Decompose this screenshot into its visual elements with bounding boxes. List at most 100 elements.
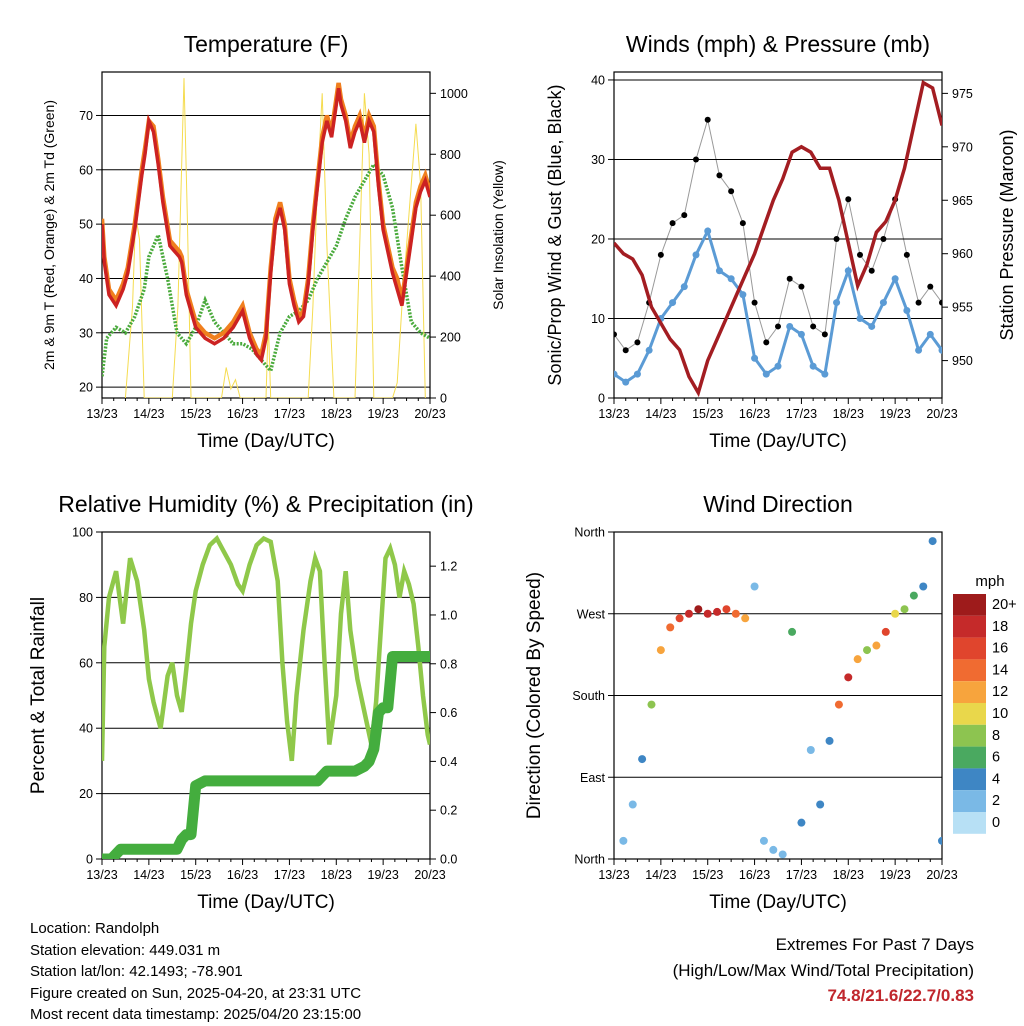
- y2-axis-label: Station Pressure (Maroon): [997, 129, 1017, 340]
- direction-point: [863, 646, 872, 655]
- gust-point: [716, 172, 723, 179]
- station-elevation: Station elevation: 449.031 m: [30, 941, 221, 959]
- colorbar-label: 20+: [992, 597, 1017, 613]
- dewpoint-line: [102, 161, 430, 377]
- x-tick-label: 14/23: [133, 868, 164, 882]
- y2-axis-label: Solar Insolation (Yellow): [490, 160, 506, 310]
- x-tick-label: 18/23: [833, 868, 864, 882]
- x-tick-label: 14/23: [645, 407, 676, 421]
- gust-point: [751, 299, 758, 306]
- y2-tick-label: 965: [952, 194, 973, 208]
- colorbar-swatch: [953, 746, 986, 769]
- winds-chart: 13/23 14/23 15/23 16/23 17/23 18/23 19/23 20/23…: [545, 31, 1017, 452]
- extremes-subtitle: (High/Low/Max Wind/Total Precipitation): [672, 960, 974, 980]
- direction-point: [806, 746, 815, 754]
- direction-point: [928, 537, 937, 546]
- extremes-box: Extremes For Past 7 Days (High/Low/Max W…: [673, 932, 974, 1009]
- gust-point: [833, 235, 840, 242]
- x-tick-label: 17/23: [786, 868, 817, 882]
- colorbar: mph 20+ 18 16 14 12 10 8 6 4 2 0: [953, 573, 1017, 834]
- y-tick-label: 0: [598, 392, 605, 406]
- chart-title: Winds (mph) & Pressure (mb): [626, 31, 930, 57]
- x-tick-label: 20/23: [414, 407, 445, 421]
- x-tick-label: 15/23: [692, 407, 723, 421]
- colorbar-swatch: [953, 703, 986, 725]
- extremes-values: 74.8/21.6/22.7/0.83: [827, 986, 974, 1005]
- gust-point: [798, 283, 805, 290]
- y2-tick-label: 1.2: [440, 560, 457, 574]
- pressure-line: [614, 80, 942, 398]
- direction-point: [731, 609, 740, 618]
- y2-tick-label: 0.8: [440, 657, 457, 671]
- station-info: Location: Randolph Station elevation: 44…: [30, 918, 361, 1026]
- y2-tick-label: 960: [952, 247, 973, 261]
- x-tick-label: 14/23: [133, 407, 164, 421]
- x-axis-label: Time (Day/UTC): [709, 431, 847, 452]
- colorbar-swatch: [953, 812, 986, 834]
- y2-tick-label: 0: [440, 392, 447, 406]
- direction-point: [881, 627, 890, 636]
- x-tick-label: 16/23: [227, 868, 258, 882]
- direction-plot-area: [619, 537, 942, 859]
- y-tick-label: 80: [79, 591, 93, 605]
- direction-point: [759, 836, 768, 845]
- direction-point: [778, 850, 787, 859]
- y-tick-label: 40: [79, 272, 93, 286]
- x-axis-label: Time (Day/UTC): [709, 892, 847, 913]
- gust-point: [693, 156, 699, 163]
- direction-point: [619, 836, 628, 845]
- winds-plot-area: [614, 80, 942, 398]
- gust-point: [681, 212, 688, 219]
- y-tick-label: West: [577, 607, 606, 621]
- chart-title: Wind Direction: [703, 491, 853, 517]
- direction-chart: 13/23 14/23 15/23 16/23 17/23 18/23 19/23 20/23…: [524, 491, 1017, 913]
- colorbar-swatch: [953, 681, 986, 703]
- direction-point: [684, 609, 693, 618]
- temperature-chart: 13/23 14/23 15/23 16/23 17/23 18/23 19/23 20/23…: [41, 31, 506, 452]
- y2-tick-label: 975: [952, 87, 973, 101]
- y-tick-label: 20: [79, 787, 93, 801]
- y-tick-label: 50: [79, 218, 93, 232]
- x-axis-label: Time (Day/UTC): [197, 892, 335, 913]
- chart-title: Relative Humidity (%) & Precipitation (i…: [58, 491, 473, 517]
- extremes-title: Extremes For Past 7 Days: [775, 935, 974, 954]
- x-tick-label: 19/23: [880, 868, 911, 882]
- y2-tick-label: 600: [440, 209, 461, 223]
- gust-point: [939, 299, 942, 306]
- gust-point: [880, 235, 887, 242]
- colorbar-swatch: [953, 768, 986, 791]
- y-tick-label: 60: [79, 656, 93, 670]
- gust-point: [857, 251, 863, 258]
- direction-point: [919, 582, 928, 591]
- direction-point: [741, 614, 750, 623]
- x-tick-label: 20/23: [926, 407, 957, 421]
- direction-point: [816, 800, 825, 809]
- colorbar-label: 8: [992, 728, 1000, 744]
- colorbar-label: 16: [992, 641, 1008, 657]
- colorbar-swatch: [953, 615, 986, 638]
- wind-trace: [614, 226, 942, 384]
- direction-point: [797, 818, 806, 827]
- gust-point: [868, 267, 875, 274]
- direction-point: [788, 627, 797, 636]
- plot-frame: [613, 71, 943, 399]
- colorbar-label: 4: [992, 771, 1000, 787]
- y2-tick-label: 0.6: [440, 706, 457, 720]
- x-tick-label: 14/23: [645, 868, 676, 882]
- gust-point: [634, 339, 641, 346]
- x-tick-label: 16/23: [739, 868, 770, 882]
- y2-tick-label: 1000: [440, 87, 468, 101]
- direction-point: [891, 609, 900, 618]
- gust-point: [657, 251, 664, 258]
- colorbar-swatch: [953, 659, 986, 682]
- direction-point: [722, 605, 731, 614]
- direction-point: [825, 736, 834, 745]
- colorbar-label: 0: [992, 815, 1000, 831]
- y2-tick-label: 0.0: [440, 853, 457, 867]
- x-tick-label: 19/23: [368, 868, 399, 882]
- direction-point: [834, 700, 843, 709]
- direction-point: [656, 646, 665, 655]
- gust-point: [614, 331, 617, 338]
- gust-point: [927, 283, 934, 290]
- x-tick-label: 19/23: [880, 407, 911, 421]
